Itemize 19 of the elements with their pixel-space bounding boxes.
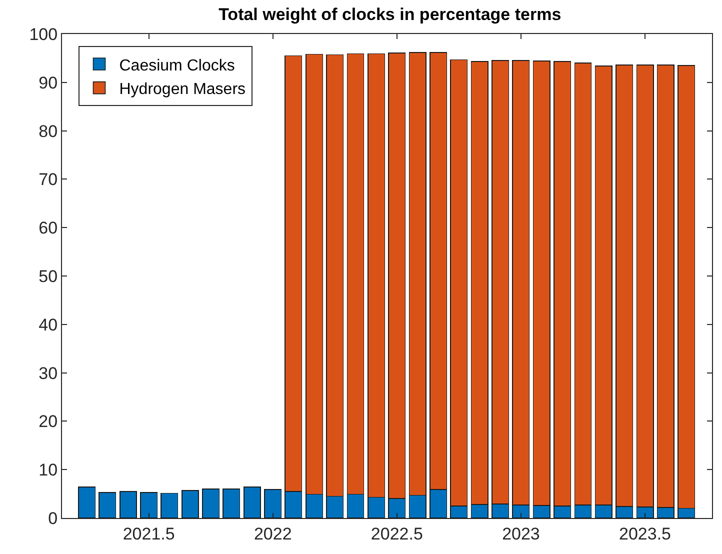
legend-label: Hydrogen Masers (119, 81, 246, 98)
y-tick-label: 60 (38, 218, 58, 238)
x-tick-label: 2023.5 (619, 524, 672, 544)
y-tick-label: 100 (29, 24, 58, 44)
x-tick-label: 2021.5 (122, 524, 175, 544)
y-tick-label: 80 (38, 122, 58, 141)
y-tick-label: 50 (38, 266, 58, 286)
x-tick-label: 2022.5 (370, 524, 423, 544)
chart-title: Total weight of clocks in percentage terms (218, 5, 562, 24)
y-tick-label: 10 (38, 460, 58, 480)
y-tick-label: 20 (38, 412, 58, 432)
y-tick-label: 70 (38, 170, 58, 190)
y-tick-label: 40 (38, 315, 58, 334)
x-tick-label: 2022 (254, 524, 292, 544)
y-tick-label: 90 (38, 73, 58, 92)
x-tick-label: 2023 (502, 524, 540, 544)
legend-label: Caesium Clocks (119, 57, 235, 74)
y-tick-label: 30 (38, 364, 58, 383)
y-tick-label: 0 (48, 508, 58, 528)
